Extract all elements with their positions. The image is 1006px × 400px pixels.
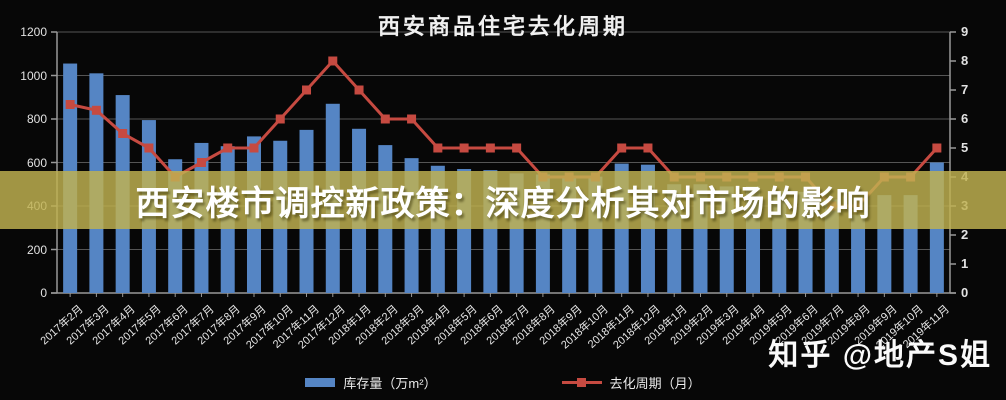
bar-swatch-icon [305, 378, 336, 387]
marker-2017年5月 [144, 143, 154, 153]
bar-2019年8月 [851, 214, 866, 293]
y-right-label: 0 [961, 285, 969, 300]
y-left-label: 600 [26, 155, 47, 170]
legend-cycle-label: 去化周期（月） [609, 376, 701, 391]
marker-2017年3月 [91, 105, 101, 115]
marker-2019年11月 [932, 143, 942, 153]
y-left-label: 800 [26, 112, 47, 126]
y-right-label: 1 [961, 256, 969, 271]
y-left-label: 1000 [20, 68, 47, 83]
marker-2018年2月 [380, 114, 390, 124]
marker-2018年11月 [617, 143, 627, 153]
marker-2017年10月 [275, 114, 285, 124]
y-right-label: 7 [961, 82, 969, 97]
y-left-label: 1200 [20, 25, 47, 39]
legend: 库存量（万m²） 去化周期（月） [0, 373, 1006, 392]
y-left-label: 200 [26, 242, 47, 257]
y-right-label: 5 [961, 140, 969, 155]
marker-2018年4月 [433, 143, 443, 153]
legend-item-inventory: 库存量（万m²） [305, 373, 437, 392]
y-right-label: 9 [961, 24, 969, 39]
legend-inventory-label: 库存量（万m²） [343, 376, 437, 391]
y-right-label: 2 [961, 227, 969, 242]
marker-2017年11月 [302, 85, 312, 95]
legend-item-cycle: 去化周期（月） [561, 373, 701, 392]
y-left-label: 0 [40, 286, 47, 300]
headline-banner: 西安楼市调控新政策：深度分析其对市场的影响 [0, 171, 1006, 229]
y-right-label: 6 [961, 111, 969, 126]
marker-2017年7月 [196, 158, 206, 167]
marker-2018年1月 [354, 85, 364, 95]
line-swatch-icon [561, 378, 602, 387]
marker-2017年4月 [118, 129, 128, 138]
marker-2018年6月 [485, 143, 495, 153]
watermark: 知乎 @地产S姐 [768, 339, 992, 372]
marker-2017年2月 [65, 100, 75, 109]
marker-2018年5月 [459, 143, 469, 153]
headline-text: 西安楼市调控新政策：深度分析其对市场的影响 [135, 184, 871, 223]
marker-2018年12月 [643, 143, 653, 153]
marker-2018年3月 [407, 114, 417, 124]
marker-2017年9月 [249, 143, 259, 153]
chart-title: 西安商品住宅去化周期 [377, 14, 628, 39]
marker-2018年7月 [512, 143, 522, 153]
marker-2017年12月 [328, 56, 338, 66]
marker-2017年8月 [223, 143, 233, 153]
y-right-label: 8 [961, 53, 969, 68]
